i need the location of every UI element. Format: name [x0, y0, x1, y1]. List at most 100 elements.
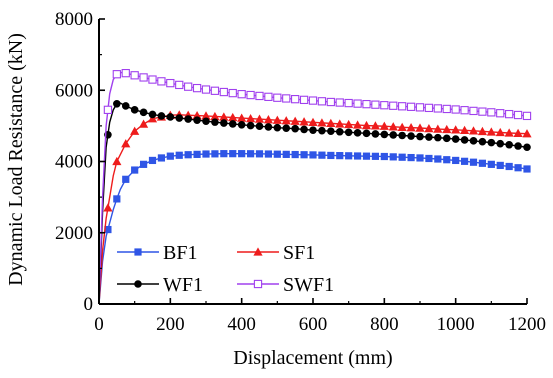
x-tick-label: 1200: [508, 314, 546, 335]
x-tick-label: 200: [156, 314, 185, 335]
data-point-bf1: [460, 157, 469, 165]
data-point-swf1: [192, 83, 202, 93]
legend-marker: [134, 280, 142, 288]
data-point-swf1: [184, 82, 193, 91]
data-point-sf1: [361, 120, 372, 130]
data-point-sf1: [254, 114, 265, 123]
data-point-bf1: [157, 154, 166, 162]
legend-item-swf1: SWF1: [237, 274, 334, 296]
data-point-bf1: [398, 153, 406, 161]
data-point-wf1: [139, 108, 148, 117]
data-point-sf1: [103, 203, 113, 212]
data-point-bf1: [318, 151, 326, 159]
data-point-bf1: [166, 152, 174, 160]
data-point-bf1: [238, 150, 246, 158]
data-point-swf1: [130, 71, 139, 80]
data-point-sf1: [513, 128, 523, 138]
data-point-wf1: [130, 106, 139, 114]
data-point-sf1: [228, 112, 238, 122]
data-point-swf1: [478, 107, 487, 116]
data-point-sf1: [237, 113, 247, 122]
data-point-swf1: [389, 101, 398, 110]
data-point-swf1: [308, 96, 318, 105]
data-point-swf1: [469, 106, 478, 116]
data-point-sf1: [308, 117, 318, 126]
data-point-sf1: [112, 156, 122, 166]
series-wf1: [98, 99, 531, 305]
x-tick-label: 1000: [437, 314, 475, 335]
data-point-sf1: [121, 139, 131, 148]
data-point-wf1: [434, 133, 442, 142]
data-point-bf1: [246, 150, 255, 158]
data-point-sf1: [263, 115, 274, 124]
data-point-sf1: [326, 118, 336, 128]
data-point-bf1: [202, 150, 210, 158]
data-point-sf1: [201, 111, 211, 120]
data-point-bf1: [469, 158, 478, 166]
data-point-wf1: [113, 99, 121, 108]
data-point-bf1: [184, 151, 192, 159]
data-point-bf1: [309, 151, 317, 159]
data-point-bf1: [220, 150, 228, 158]
data-point-swf1: [273, 93, 282, 102]
data-point-swf1: [380, 101, 389, 110]
data-point-wf1: [300, 125, 308, 134]
data-point-wf1: [166, 113, 175, 121]
data-point-wf1: [496, 139, 505, 148]
data-point-wf1: [318, 126, 326, 135]
data-point-sf1: [522, 129, 532, 138]
data-point-swf1: [148, 75, 157, 84]
data-point-sf1: [352, 120, 363, 129]
data-point-bf1: [362, 152, 371, 160]
data-point-sf1: [504, 128, 514, 137]
series-bf1: [98, 150, 531, 305]
data-point-swf1: [496, 109, 505, 118]
data-point-sf1: [442, 124, 452, 134]
data-point-swf1: [255, 91, 264, 101]
legend-item-sf1: SF1: [237, 242, 315, 264]
data-point-wf1: [460, 136, 469, 144]
data-point-bf1: [193, 150, 201, 158]
data-point-wf1: [371, 130, 380, 138]
data-point-sf1: [299, 117, 309, 126]
data-point-wf1: [407, 132, 415, 140]
data-point-swf1: [103, 105, 113, 114]
y-tick-label: 8000: [55, 9, 93, 30]
data-point-wf1: [175, 114, 184, 122]
x-tick-label: 800: [370, 314, 399, 335]
data-point-swf1: [112, 70, 121, 79]
data-point-swf1: [344, 98, 353, 108]
data-point-sf1: [388, 122, 398, 131]
data-point-bf1: [148, 156, 157, 165]
data-point-sf1: [290, 116, 300, 125]
x-tick-label: 600: [299, 314, 328, 335]
data-point-bf1: [434, 155, 442, 163]
data-point-swf1: [210, 86, 220, 95]
data-point-wf1: [478, 137, 487, 146]
data-point-sf1: [379, 121, 389, 130]
data-point-bf1: [514, 164, 522, 172]
data-point-sf1: [272, 115, 282, 124]
data-point-sf1: [424, 123, 434, 133]
data-point-swf1: [487, 108, 496, 117]
data-point-bf1: [336, 152, 344, 160]
data-point-swf1: [442, 104, 451, 114]
data-point-bf1: [416, 154, 424, 162]
data-point-bf1: [389, 153, 397, 161]
plot-area: [98, 69, 532, 305]
data-point-wf1: [344, 128, 353, 137]
data-point-bf1: [211, 150, 219, 158]
data-point-wf1: [469, 137, 478, 145]
data-point-bf1: [380, 152, 388, 161]
legend: BF1 SF1 WF1 SWF1: [117, 242, 334, 296]
data-point-swf1: [139, 73, 148, 82]
data-point-swf1: [219, 87, 228, 97]
data-point-swf1: [424, 103, 434, 113]
data-point-wf1: [380, 130, 389, 139]
x-tick-label: 0: [94, 314, 104, 335]
y-tick-label: 4000: [55, 152, 93, 173]
data-point-swf1: [282, 94, 291, 103]
data-point-bf1: [104, 225, 112, 234]
data-point-swf1: [335, 98, 344, 107]
